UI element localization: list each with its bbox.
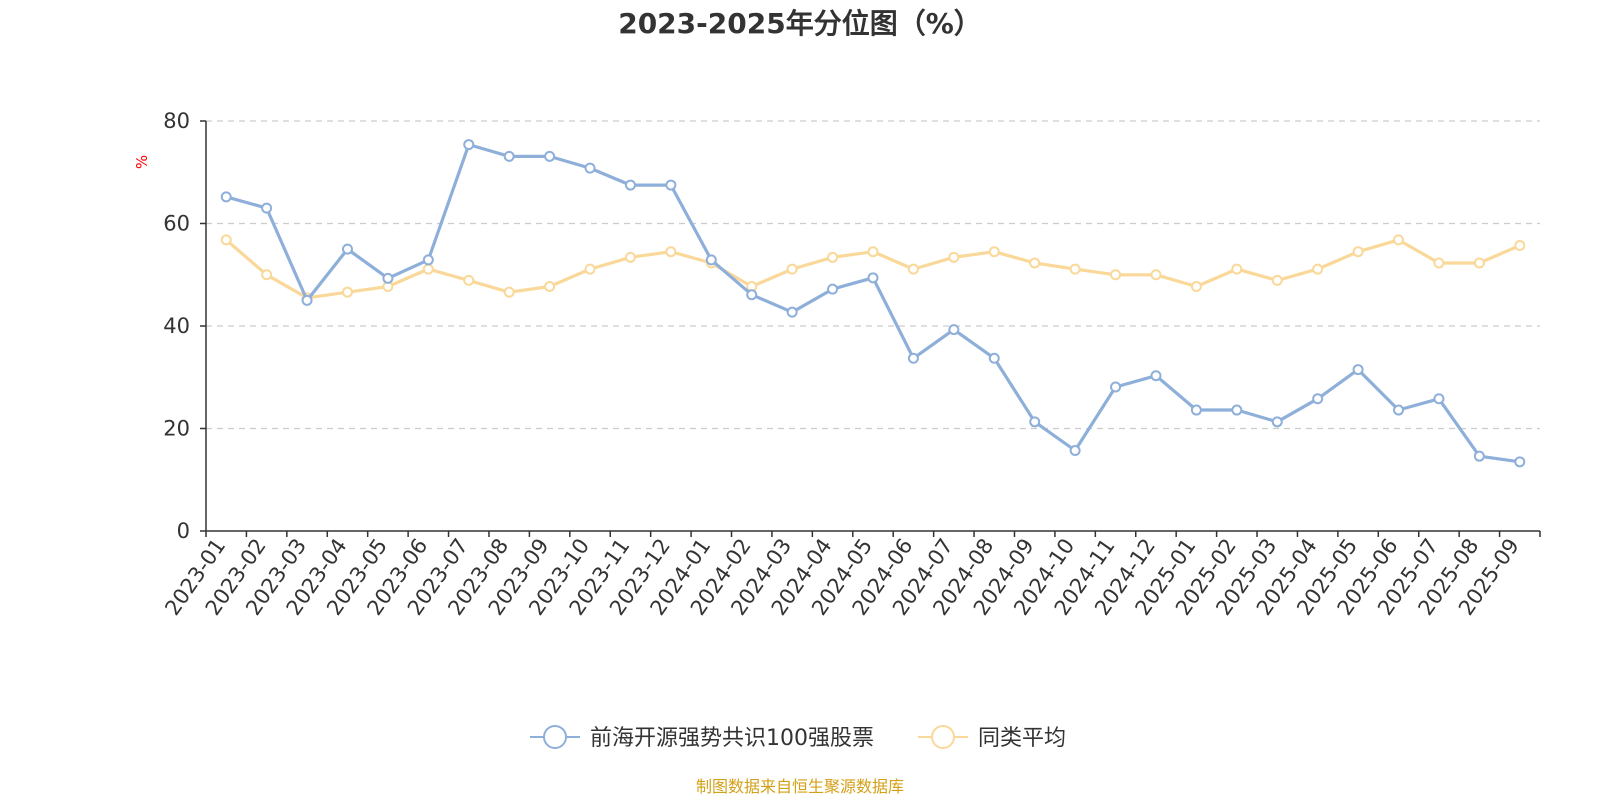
data-point[interactable] xyxy=(948,251,960,263)
data-point[interactable] xyxy=(1150,269,1162,281)
data-point[interactable] xyxy=(1393,404,1405,416)
data-source-note: 制图数据来自恒生聚源数据库 xyxy=(696,777,904,796)
data-point[interactable] xyxy=(1514,240,1526,252)
data-point[interactable] xyxy=(705,254,717,266)
data-point[interactable] xyxy=(341,286,353,298)
data-point[interactable] xyxy=(827,283,839,295)
data-point[interactable] xyxy=(544,281,556,293)
data-point[interactable] xyxy=(1271,274,1283,286)
series-category-average xyxy=(220,234,1526,304)
data-point[interactable] xyxy=(1110,381,1122,393)
data-point[interactable] xyxy=(948,324,960,336)
legend-label: 同类平均 xyxy=(978,726,1066,751)
data-point[interactable] xyxy=(907,352,919,364)
data-point[interactable] xyxy=(261,202,273,214)
data-point[interactable] xyxy=(786,306,798,318)
data-point[interactable] xyxy=(261,269,273,281)
data-point[interactable] xyxy=(1352,364,1364,376)
data-point[interactable] xyxy=(1271,416,1283,428)
legend-item[interactable]: 前海开源强势共识100强股票 xyxy=(530,725,874,751)
legend-marker-icon xyxy=(931,725,955,749)
data-point[interactable] xyxy=(584,263,596,275)
data-point[interactable] xyxy=(786,263,798,275)
data-point[interactable] xyxy=(665,246,677,258)
series-fund xyxy=(220,139,1526,468)
data-point[interactable] xyxy=(1393,234,1405,246)
data-point[interactable] xyxy=(624,251,636,263)
data-point[interactable] xyxy=(503,286,515,298)
chart-title: 2023-2025年分位图（%） xyxy=(618,7,982,40)
data-point[interactable] xyxy=(1110,269,1122,281)
y-tick-label: 80 xyxy=(163,109,190,133)
data-point[interactable] xyxy=(1433,393,1445,405)
data-point[interactable] xyxy=(1190,281,1202,293)
data-point[interactable] xyxy=(1069,263,1081,275)
data-point[interactable] xyxy=(220,234,232,246)
data-point[interactable] xyxy=(1514,456,1526,468)
data-point[interactable] xyxy=(341,243,353,255)
axes: 0204060802023-012023-022023-032023-04202… xyxy=(160,109,1541,620)
series-line xyxy=(224,143,1522,464)
data-point[interactable] xyxy=(220,191,232,203)
legend-item[interactable]: 同类平均 xyxy=(918,725,1066,751)
data-point[interactable] xyxy=(503,150,515,162)
data-point[interactable] xyxy=(1473,257,1485,269)
legend-label: 前海开源强势共识100强股票 xyxy=(590,726,874,751)
data-point[interactable] xyxy=(584,162,596,174)
data-point[interactable] xyxy=(988,352,1000,364)
data-point[interactable] xyxy=(1433,257,1445,269)
data-point[interactable] xyxy=(867,246,879,258)
y-tick-label: 0 xyxy=(177,519,190,543)
y-tick-label: 40 xyxy=(163,314,190,338)
data-point[interactable] xyxy=(1029,416,1041,428)
series-layer xyxy=(220,139,1526,468)
y-tick-label: 20 xyxy=(163,417,190,441)
data-point[interactable] xyxy=(867,272,879,284)
data-point[interactable] xyxy=(1352,246,1364,258)
legend-marker-icon xyxy=(543,725,567,749)
data-point[interactable] xyxy=(1231,263,1243,275)
data-point[interactable] xyxy=(1312,393,1324,405)
data-point[interactable] xyxy=(1150,370,1162,382)
data-point[interactable] xyxy=(1473,450,1485,462)
data-point[interactable] xyxy=(463,139,475,151)
data-point[interactable] xyxy=(988,246,1000,258)
data-point[interactable] xyxy=(907,263,919,275)
data-point[interactable] xyxy=(544,150,556,162)
legend[interactable]: 前海开源强势共识100强股票 同类平均 xyxy=(530,725,1066,751)
data-point[interactable] xyxy=(422,263,434,275)
grid-lines xyxy=(206,120,1540,430)
data-point[interactable] xyxy=(1069,445,1081,457)
data-point[interactable] xyxy=(1312,263,1324,275)
data-point[interactable] xyxy=(665,179,677,191)
data-point[interactable] xyxy=(1231,404,1243,416)
y-axis-label: % xyxy=(133,155,151,169)
data-point[interactable] xyxy=(746,289,758,301)
data-point[interactable] xyxy=(624,179,636,191)
data-point[interactable] xyxy=(382,272,394,284)
data-point[interactable] xyxy=(463,274,475,286)
data-point[interactable] xyxy=(301,294,313,306)
data-point[interactable] xyxy=(422,254,434,266)
data-point[interactable] xyxy=(1190,404,1202,416)
y-tick-label: 60 xyxy=(163,212,190,236)
data-point[interactable] xyxy=(827,251,839,263)
data-point[interactable] xyxy=(1029,257,1041,269)
